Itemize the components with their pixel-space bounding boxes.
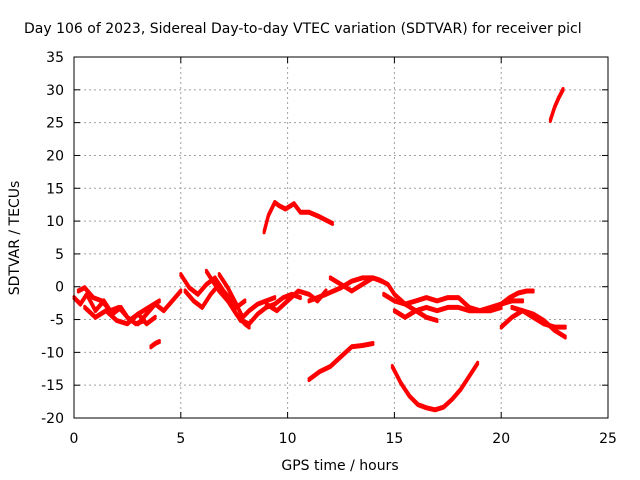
x-axis-label: GPS time / hours <box>281 458 398 474</box>
data-series-s12-shadow <box>262 201 334 235</box>
y-tick-label: -20 <box>41 411 64 427</box>
y-tick-label: -15 <box>41 378 64 394</box>
axis-ticks: -20 -15 -10 -5 0 5 10 15 20 25 30 35 0 5 10 15 20 25 <box>41 50 617 447</box>
x-tick-label: 25 <box>599 431 617 447</box>
y-tick-label: 10 <box>46 214 64 230</box>
data-series-s19-shadow <box>510 306 567 330</box>
data-series-s17-shadow <box>499 290 535 307</box>
grid-lines <box>74 57 608 418</box>
data-series-s3-shadow <box>83 300 161 327</box>
data-series-s5 <box>149 339 161 348</box>
y-tick-label: 35 <box>46 50 64 66</box>
y-tick-label: -5 <box>50 313 64 329</box>
data-series-s5-shadow <box>149 341 161 350</box>
y-tick-label: 15 <box>46 181 64 197</box>
y-tick-label: 20 <box>46 148 64 164</box>
y-axis-label: SDTVAR / TECUs <box>7 181 23 296</box>
data-series-s14-shadow <box>328 277 439 323</box>
data-series-s9-shadow <box>217 274 277 320</box>
x-tick-label: 20 <box>492 431 510 447</box>
data-series-s17 <box>499 288 535 305</box>
data-series-s21-shadow <box>307 343 375 383</box>
x-tick-label: 0 <box>70 431 79 447</box>
data-series-s10-shadow <box>230 293 302 327</box>
data-series-group <box>72 87 567 413</box>
data-series-s22-shadow <box>390 362 480 413</box>
data-series-s19 <box>510 304 567 328</box>
y-tick-label: 25 <box>46 116 64 132</box>
y-tick-label: 5 <box>55 247 64 263</box>
plot-frame <box>73 56 609 419</box>
x-tick-label: 5 <box>176 431 185 447</box>
data-series-s20-shadow <box>548 89 565 123</box>
data-series-s7-shadow <box>183 283 247 310</box>
y-tick-label: -10 <box>41 345 64 361</box>
data-series-s11-shadow <box>264 290 328 314</box>
y-tick-label: 30 <box>46 83 64 99</box>
x-tick-label: 10 <box>279 431 297 447</box>
data-series-s4-shadow <box>136 290 183 327</box>
data-series-s3 <box>83 298 161 325</box>
y-tick-label: 0 <box>55 280 64 296</box>
data-series-s8-shadow <box>204 270 251 330</box>
chart-title: Day 106 of 2023, Sidereal Day-to-day VTE… <box>24 21 582 37</box>
x-tick-label: 15 <box>385 431 403 447</box>
